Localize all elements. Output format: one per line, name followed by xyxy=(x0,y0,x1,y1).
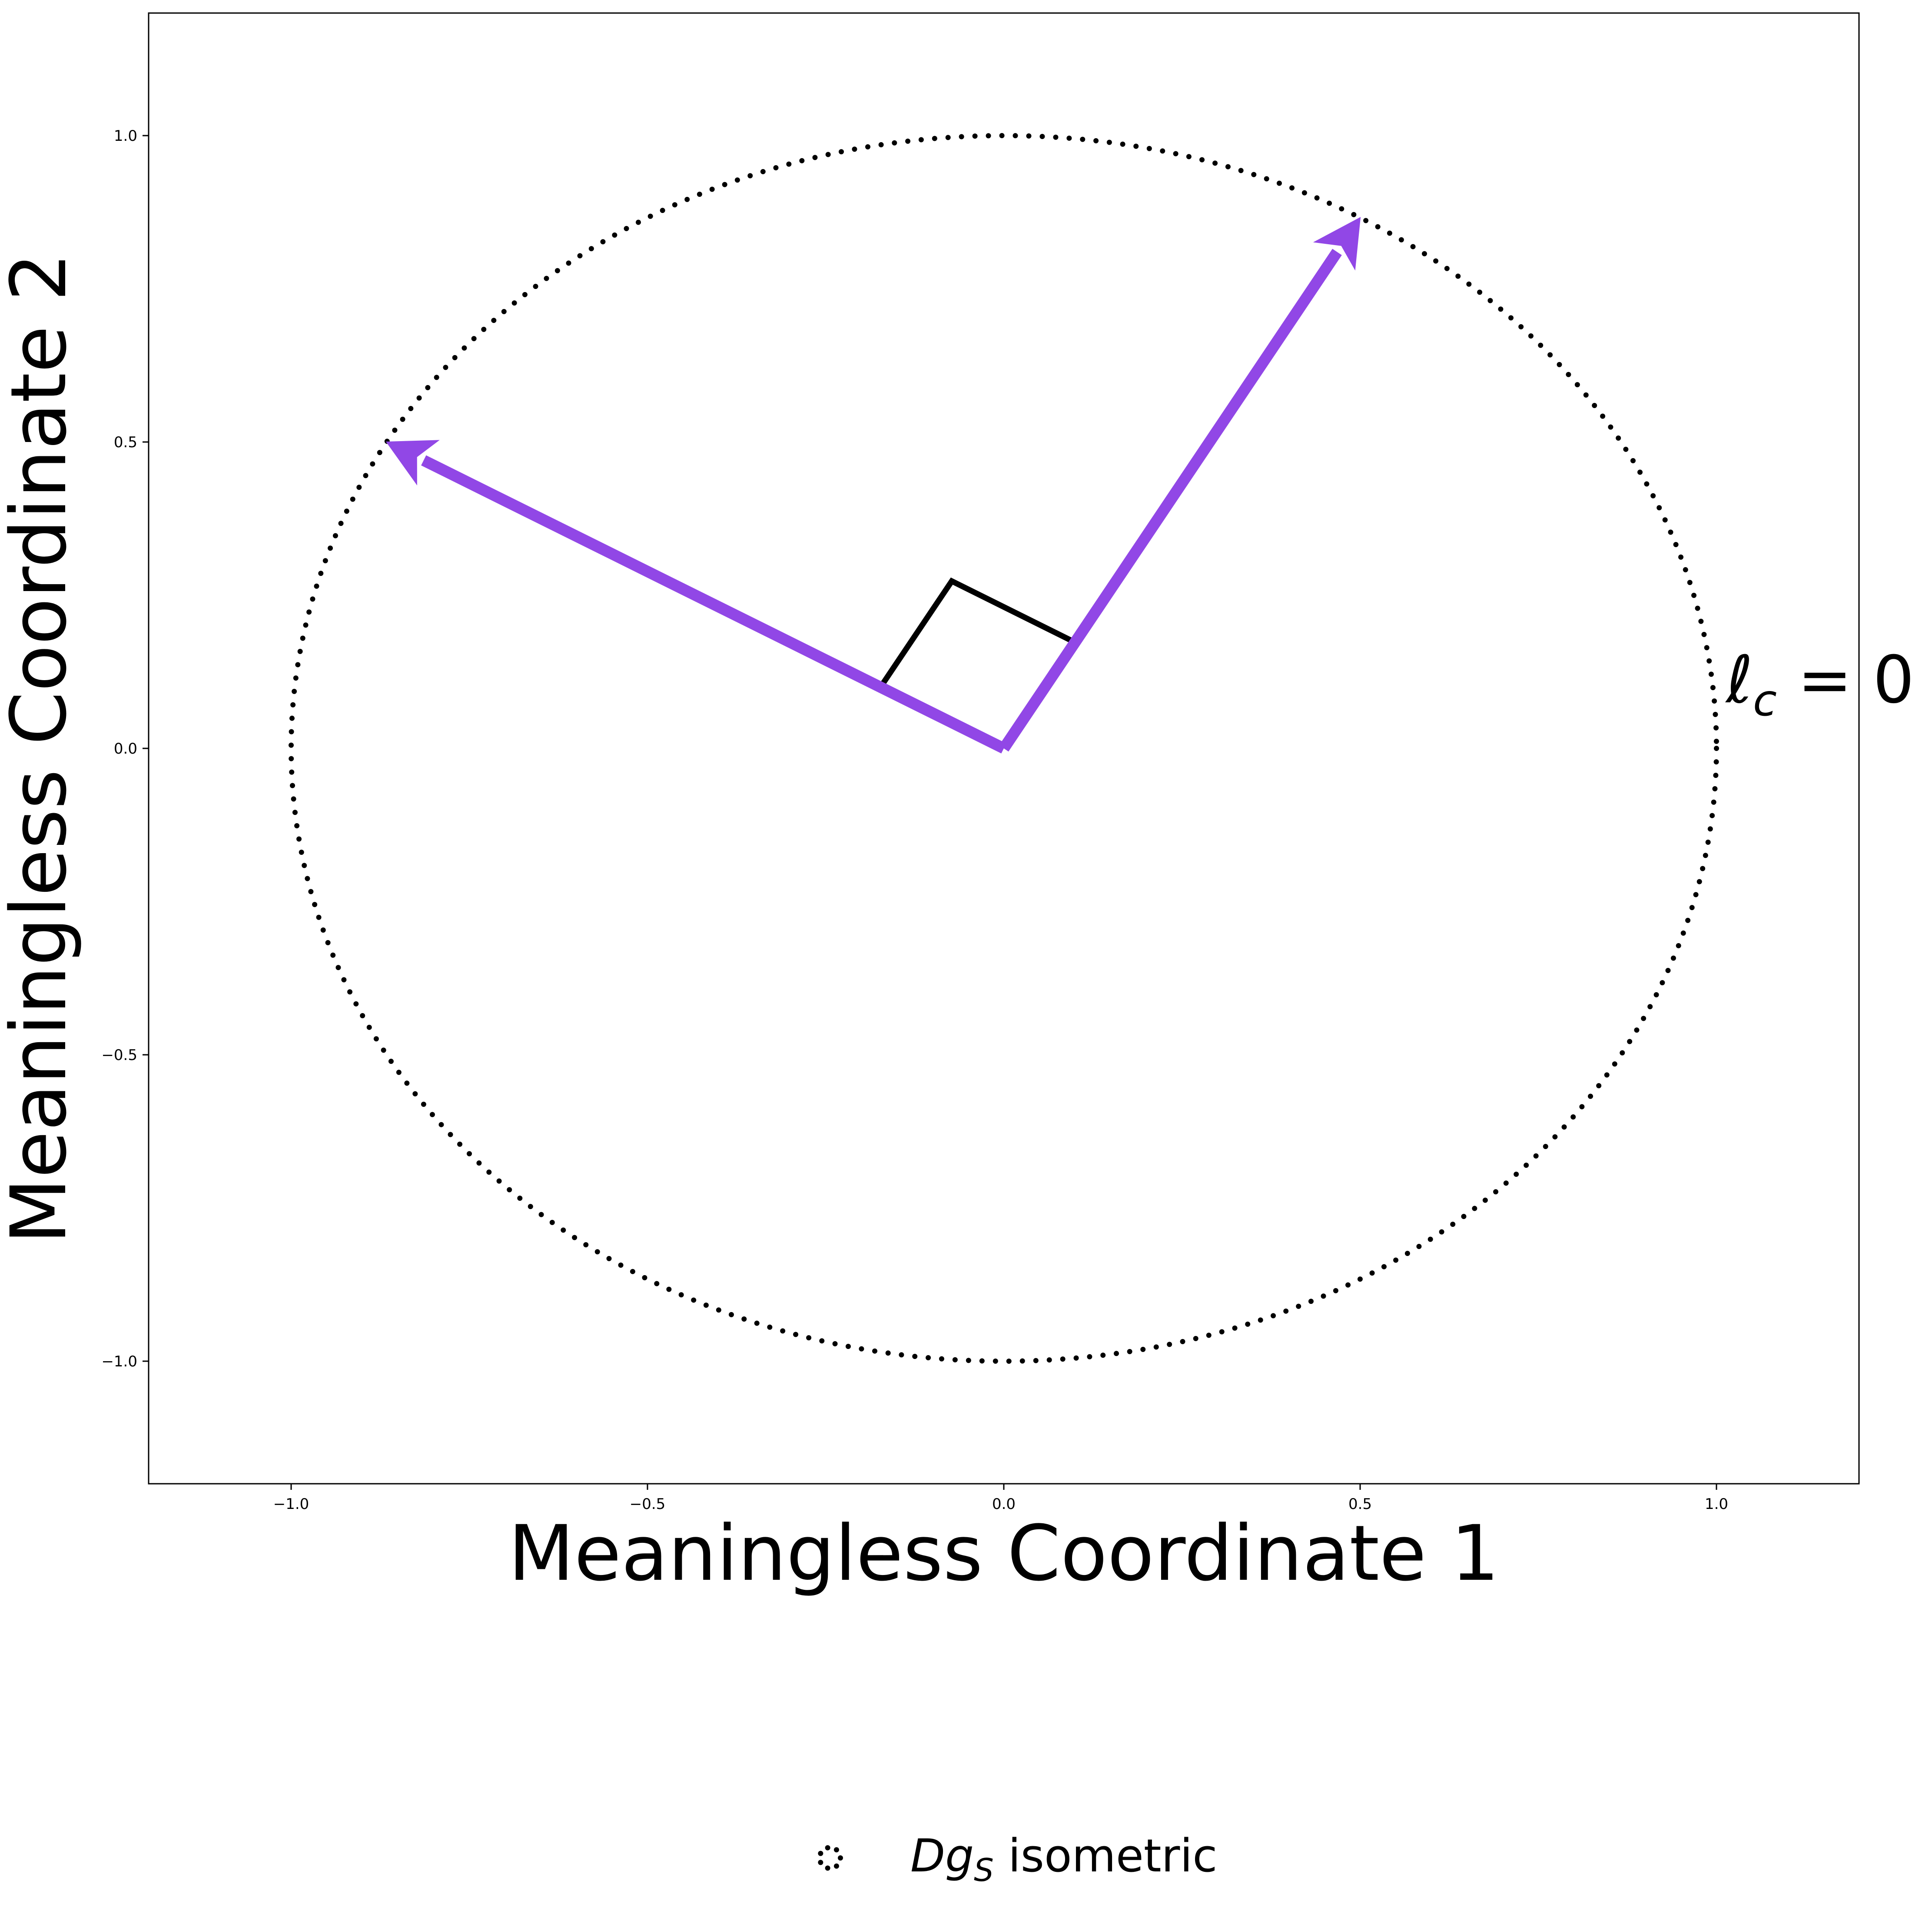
legend-marker-dot xyxy=(825,1865,830,1871)
legend-label-subscript: S xyxy=(974,1852,994,1888)
legend-marker-dot xyxy=(825,1845,830,1851)
unit-circle xyxy=(289,133,1719,1364)
ticks: −1.0 −0.5 0.0 0.5 1.0 −1.0 −0.5 0.0 0.5 1.0 xyxy=(101,127,1728,1513)
legend-label: DgS isometric xyxy=(910,1829,1217,1888)
legend-marker-dot xyxy=(833,1847,839,1853)
x-axis-label: Meaningless Coordinate 1 xyxy=(508,1509,1500,1598)
annotation-rest: = 0 xyxy=(1777,642,1914,718)
y-tick-label: −0.5 xyxy=(101,1047,137,1064)
right-angle-marker xyxy=(878,577,1076,689)
annotation-subscript: c xyxy=(1753,675,1777,726)
legend-label-main: Dg xyxy=(910,1829,974,1882)
y-tick-label: 1.0 xyxy=(114,127,137,145)
legend: DgS isometric xyxy=(818,1829,1217,1888)
y-tick-label: 0.5 xyxy=(114,434,137,451)
legend-marker-dot xyxy=(838,1855,843,1861)
vector-2-shaft xyxy=(421,455,1006,754)
vector-1-arrowhead xyxy=(1313,217,1361,271)
x-tick-label: −0.5 xyxy=(630,1495,666,1513)
x-tick-label: 0.5 xyxy=(1348,1495,1372,1513)
legend-label-rest: isometric xyxy=(994,1829,1218,1882)
legend-marker-dot xyxy=(818,1851,823,1856)
x-tick-label: −1.0 xyxy=(273,1495,309,1513)
y-axis-label: Meaningless Coordinate 2 xyxy=(0,253,83,1244)
vector-1-shaft xyxy=(999,249,1342,752)
annotation-lc-zero: ℓc = 0 xyxy=(1725,642,1914,726)
dotted-circle-icon xyxy=(818,1845,843,1871)
plot-area xyxy=(289,133,1719,1364)
y-tick-label: 0.0 xyxy=(114,740,137,758)
vector-2-arrowhead xyxy=(385,440,440,485)
legend-marker-dot xyxy=(833,1863,839,1869)
x-tick-label: 1.0 xyxy=(1705,1495,1728,1513)
y-tick-label: −1.0 xyxy=(101,1353,137,1370)
legend-marker-dot xyxy=(818,1860,823,1865)
annotation-main: ℓ xyxy=(1725,642,1753,718)
x-tick-label: 0.0 xyxy=(992,1495,1016,1513)
